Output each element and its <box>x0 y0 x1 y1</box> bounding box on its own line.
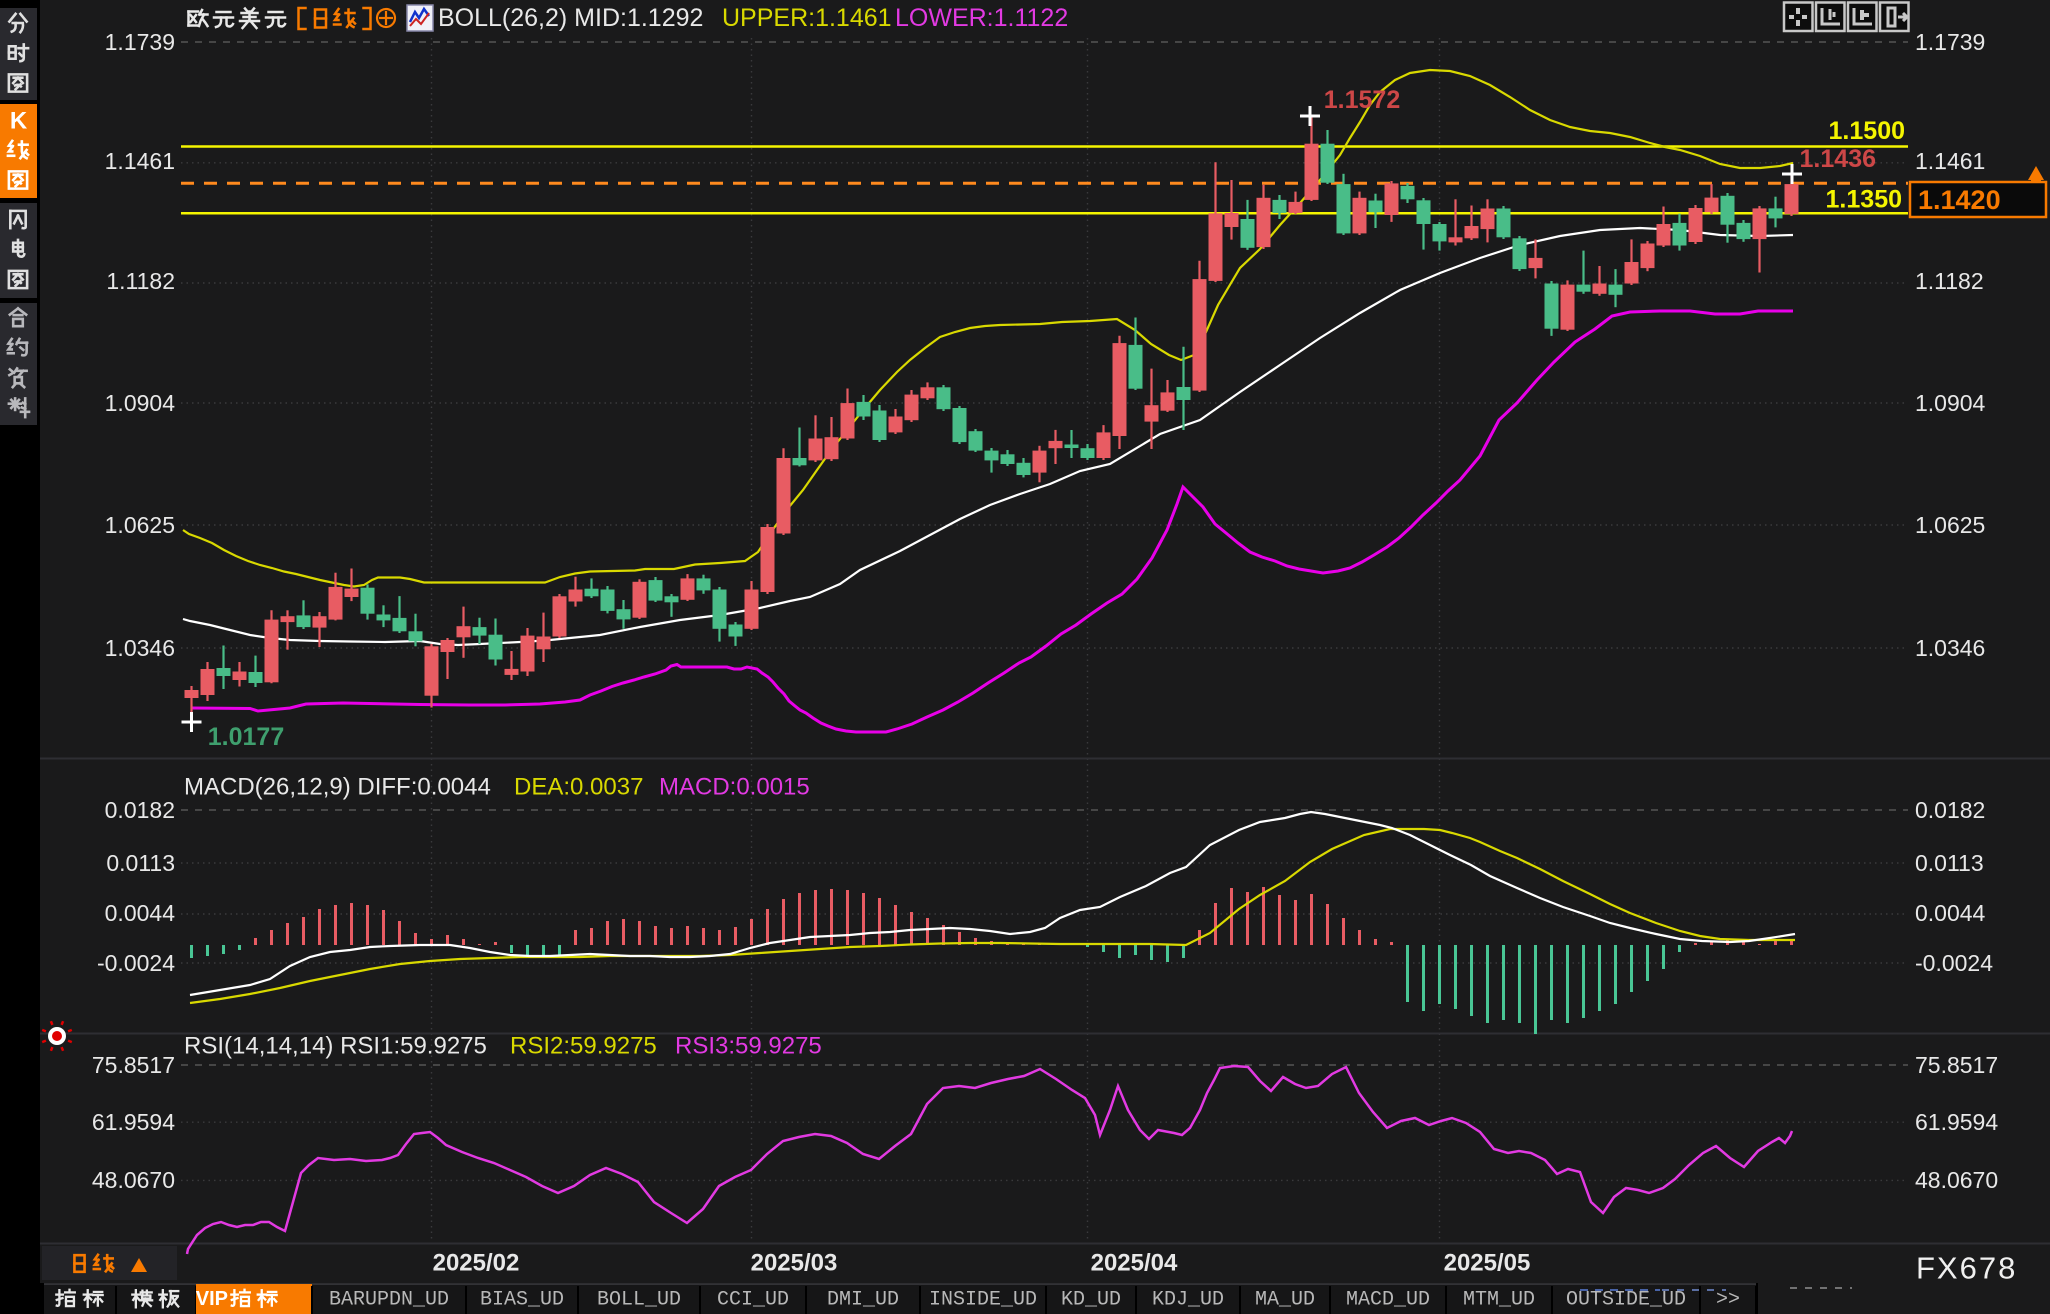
svg-text:DMI_UD: DMI_UD <box>827 1289 899 1312</box>
svg-text:BARUPDN_UD: BARUPDN_UD <box>329 1289 449 1312</box>
svg-text:1.1182: 1.1182 <box>1915 268 1984 294</box>
svg-text:BOLL(26,2) MID:1.1292: BOLL(26,2) MID:1.1292 <box>438 4 703 32</box>
svg-text:RSI3:59.9275: RSI3:59.9275 <box>675 1033 822 1060</box>
svg-text:-0.0024: -0.0024 <box>97 950 175 976</box>
svg-text:K: K <box>10 108 28 135</box>
svg-text:KDJ_UD: KDJ_UD <box>1152 1289 1224 1312</box>
svg-text:61.9594: 61.9594 <box>92 1109 175 1135</box>
svg-text:2025/04: 2025/04 <box>1091 1250 1178 1277</box>
svg-text:2025/05: 2025/05 <box>1444 1250 1531 1277</box>
svg-text:MACD_UD: MACD_UD <box>1346 1289 1430 1312</box>
svg-text:MACD:0.0015: MACD:0.0015 <box>659 774 810 801</box>
svg-text:0.0044: 0.0044 <box>1915 900 1986 926</box>
svg-text:MA_UD: MA_UD <box>1255 1289 1315 1312</box>
svg-text:0.0113: 0.0113 <box>106 850 175 876</box>
svg-text:1.0346: 1.0346 <box>1915 635 1985 661</box>
svg-text:MACD(26,12,9) DIFF:0.0044: MACD(26,12,9) DIFF:0.0044 <box>184 774 491 801</box>
svg-text:0.0044: 0.0044 <box>105 900 176 926</box>
svg-text:LOWER:1.1122: LOWER:1.1122 <box>895 4 1068 32</box>
svg-text:61.9594: 61.9594 <box>1915 1109 1998 1135</box>
svg-text:1.0625: 1.0625 <box>1915 512 1985 538</box>
svg-text:RSI(14,14,14) RSI1:59.9275: RSI(14,14,14) RSI1:59.9275 <box>184 1033 487 1060</box>
svg-text:0.0182: 0.0182 <box>1915 797 1985 823</box>
svg-text:1.0177: 1.0177 <box>208 723 284 751</box>
svg-text:1.1182: 1.1182 <box>106 268 175 294</box>
svg-text:UPPER:1.1461: UPPER:1.1461 <box>722 4 892 32</box>
svg-text:1.1572: 1.1572 <box>1324 86 1400 114</box>
svg-text:1.1461: 1.1461 <box>1915 148 1985 174</box>
svg-text:1.1350: 1.1350 <box>1826 185 1902 213</box>
svg-text:>>: >> <box>1716 1289 1740 1312</box>
svg-text:2025/03: 2025/03 <box>751 1250 838 1277</box>
svg-text:OUTSIDE_UD: OUTSIDE_UD <box>1566 1289 1686 1312</box>
svg-text:0.0182: 0.0182 <box>105 797 175 823</box>
svg-text:CCI_UD: CCI_UD <box>717 1289 789 1312</box>
svg-text:1.1436: 1.1436 <box>1800 145 1876 173</box>
svg-text:INSIDE_UD: INSIDE_UD <box>929 1289 1037 1312</box>
svg-text:RSI2:59.9275: RSI2:59.9275 <box>510 1033 657 1060</box>
svg-text:75.8517: 75.8517 <box>1915 1052 1998 1078</box>
svg-text:VIP: VIP <box>196 1288 228 1310</box>
svg-text:-0.0024: -0.0024 <box>1915 950 1993 976</box>
svg-text:1.0625: 1.0625 <box>105 512 175 538</box>
svg-text:1.0904: 1.0904 <box>1915 390 1986 416</box>
svg-text:DEA:0.0037: DEA:0.0037 <box>514 774 643 801</box>
svg-text:1.0346: 1.0346 <box>105 635 175 661</box>
svg-text:75.8517: 75.8517 <box>92 1052 175 1078</box>
svg-text:1.1500: 1.1500 <box>1829 117 1905 145</box>
svg-text:FX678: FX678 <box>1916 1251 2017 1286</box>
svg-text:BOLL_UD: BOLL_UD <box>597 1289 681 1312</box>
svg-text:MTM_UD: MTM_UD <box>1463 1289 1535 1312</box>
svg-text:1.0904: 1.0904 <box>105 390 176 416</box>
svg-text:1.1461: 1.1461 <box>105 148 175 174</box>
svg-text:48.0670: 48.0670 <box>1915 1167 1998 1193</box>
svg-text:1.1739: 1.1739 <box>1915 29 1985 55</box>
svg-text:2025/02: 2025/02 <box>433 1250 520 1277</box>
svg-text:BIAS_UD: BIAS_UD <box>480 1289 564 1312</box>
svg-text:0.0113: 0.0113 <box>1915 850 1984 876</box>
svg-text:KD_UD: KD_UD <box>1061 1289 1121 1312</box>
svg-text:1.1739: 1.1739 <box>105 29 175 55</box>
svg-text:1.1420: 1.1420 <box>1918 185 2001 215</box>
svg-text:48.0670: 48.0670 <box>92 1167 175 1193</box>
